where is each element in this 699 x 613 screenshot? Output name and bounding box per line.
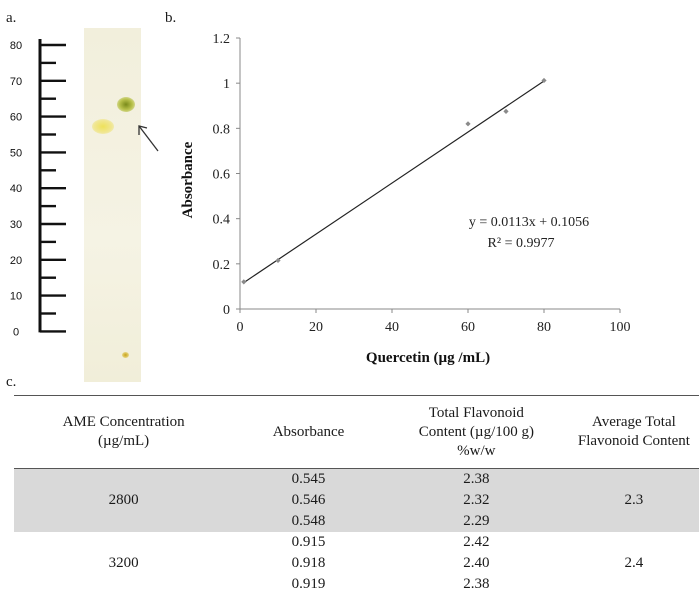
- y-tick-label: 0.2: [213, 258, 231, 273]
- flavonoid-table: AME Concentration (µg/mL) Absorbance Total …: [14, 395, 699, 595]
- absorbance-cell: 0.545: [233, 468, 384, 490]
- ruler-label: 10: [10, 291, 22, 303]
- x-tick-label: 40: [385, 320, 399, 335]
- panel-label-a: a.: [6, 10, 17, 26]
- arrow-icon: [138, 125, 159, 152]
- x-tick-label: 20: [309, 320, 323, 335]
- x-tick-label: 60: [461, 320, 475, 335]
- ruler-label: 50: [10, 147, 22, 159]
- y-tick-label: 1: [223, 77, 230, 92]
- tlc-spot-standard: [117, 97, 135, 112]
- data-point: [241, 279, 247, 285]
- concentration-cell: 2800: [14, 468, 234, 532]
- average-cell: 2.4: [624, 555, 644, 571]
- header-line: Total Flavonoid: [428, 404, 524, 421]
- table-row: 0.919 2.38: [14, 574, 699, 595]
- header-line: Content (µg/100 g): [418, 423, 534, 440]
- ruler-label: 30: [10, 219, 22, 231]
- x-tick-label: 0: [237, 320, 244, 335]
- x-tick-label: 80: [537, 320, 551, 335]
- r-squared-label: R² = 0.9977: [488, 236, 555, 251]
- ruler-label: 80: [10, 40, 22, 52]
- data-point: [275, 257, 281, 264]
- y-axis-title: Absorbance: [180, 141, 196, 218]
- average-cell: 2.3: [568, 468, 699, 532]
- y-tick-label: 0.8: [213, 122, 231, 137]
- x-tick-label: 100: [610, 320, 631, 335]
- data-point: [465, 121, 471, 127]
- header-line: %w/w: [457, 442, 496, 459]
- table-row: 3200 0.915 2.42 2.4: [14, 532, 699, 571]
- y-tick-label: 0.6: [213, 168, 231, 183]
- data-point: [541, 77, 547, 84]
- ruler-label: 60: [10, 112, 22, 124]
- absorbance-cell: 0.918: [291, 555, 326, 571]
- content-cell: 2.38: [383, 468, 569, 490]
- ruler-label: 70: [10, 76, 22, 88]
- content-cell: 2.32: [383, 490, 569, 511]
- ruler-label: 0: [13, 326, 19, 338]
- header-line: Average Total: [592, 414, 676, 430]
- table-row: 0.548 2.29: [14, 511, 699, 532]
- data-point: [503, 108, 509, 114]
- y-tick-label: 1.2: [213, 32, 231, 47]
- concentration-cell: 3200: [108, 555, 139, 571]
- table-row: 0.546 2.32: [14, 490, 699, 511]
- ruler-label: 40: [10, 183, 22, 195]
- table-row: 2800 0.545 2.38 2.3: [14, 468, 699, 532]
- trendline: [243, 80, 545, 284]
- tlc-plate: [84, 28, 141, 382]
- header-line: Absorbance: [272, 423, 345, 440]
- table-row: 0.918 2.40: [14, 553, 699, 574]
- tlc-spot-origin: [122, 352, 129, 358]
- absorbance-cell: 0.919: [291, 576, 326, 592]
- header-line: AME Concentration: [62, 414, 185, 430]
- absorbance-cell: 0.915: [291, 534, 326, 550]
- tlc-ruler: 80 70 60 50 40 30 20 10 0: [10, 39, 66, 338]
- header-concentration: AME Concentration (µg/mL): [14, 396, 233, 469]
- header-total-content: Total Flavonoid Content (µg/100 g) %w/w: [384, 396, 569, 469]
- ruler-label: 20: [10, 255, 22, 267]
- y-tick-label: 0.4: [213, 213, 231, 228]
- content-cell: 2.40: [463, 555, 490, 571]
- y-tick-label: 0: [223, 303, 230, 318]
- header-line: Flavonoid Content: [577, 433, 690, 449]
- content-cell: 2.38: [463, 576, 490, 592]
- content-cell: 2.29: [383, 511, 569, 532]
- panel-label-c: c.: [6, 374, 17, 390]
- panel-label-b: b.: [165, 10, 177, 26]
- content-cell: 2.42: [463, 534, 490, 550]
- absorbance-cell: 0.548: [233, 511, 384, 532]
- x-axis-title: Quercetin (µg /mL): [366, 350, 490, 365]
- header-absorbance: Absorbance: [233, 396, 384, 469]
- tlc-spot-sample: [92, 119, 114, 134]
- header-average: Average Total Flavonoid Content: [569, 396, 699, 469]
- header-line: (µg/mL): [98, 433, 150, 449]
- trendline-equation: y = 0.0113x + 0.1056: [469, 215, 589, 230]
- calibration-chart: 0 20 40 60 80 100 0 0.2 0.4 0.6 0.8 1 1.2 Quercetin …: [180, 32, 631, 365]
- absorbance-cell: 0.546: [233, 490, 384, 511]
- table-header-row: AME Concentration (µg/mL) Absorbance Total …: [14, 395, 699, 469]
